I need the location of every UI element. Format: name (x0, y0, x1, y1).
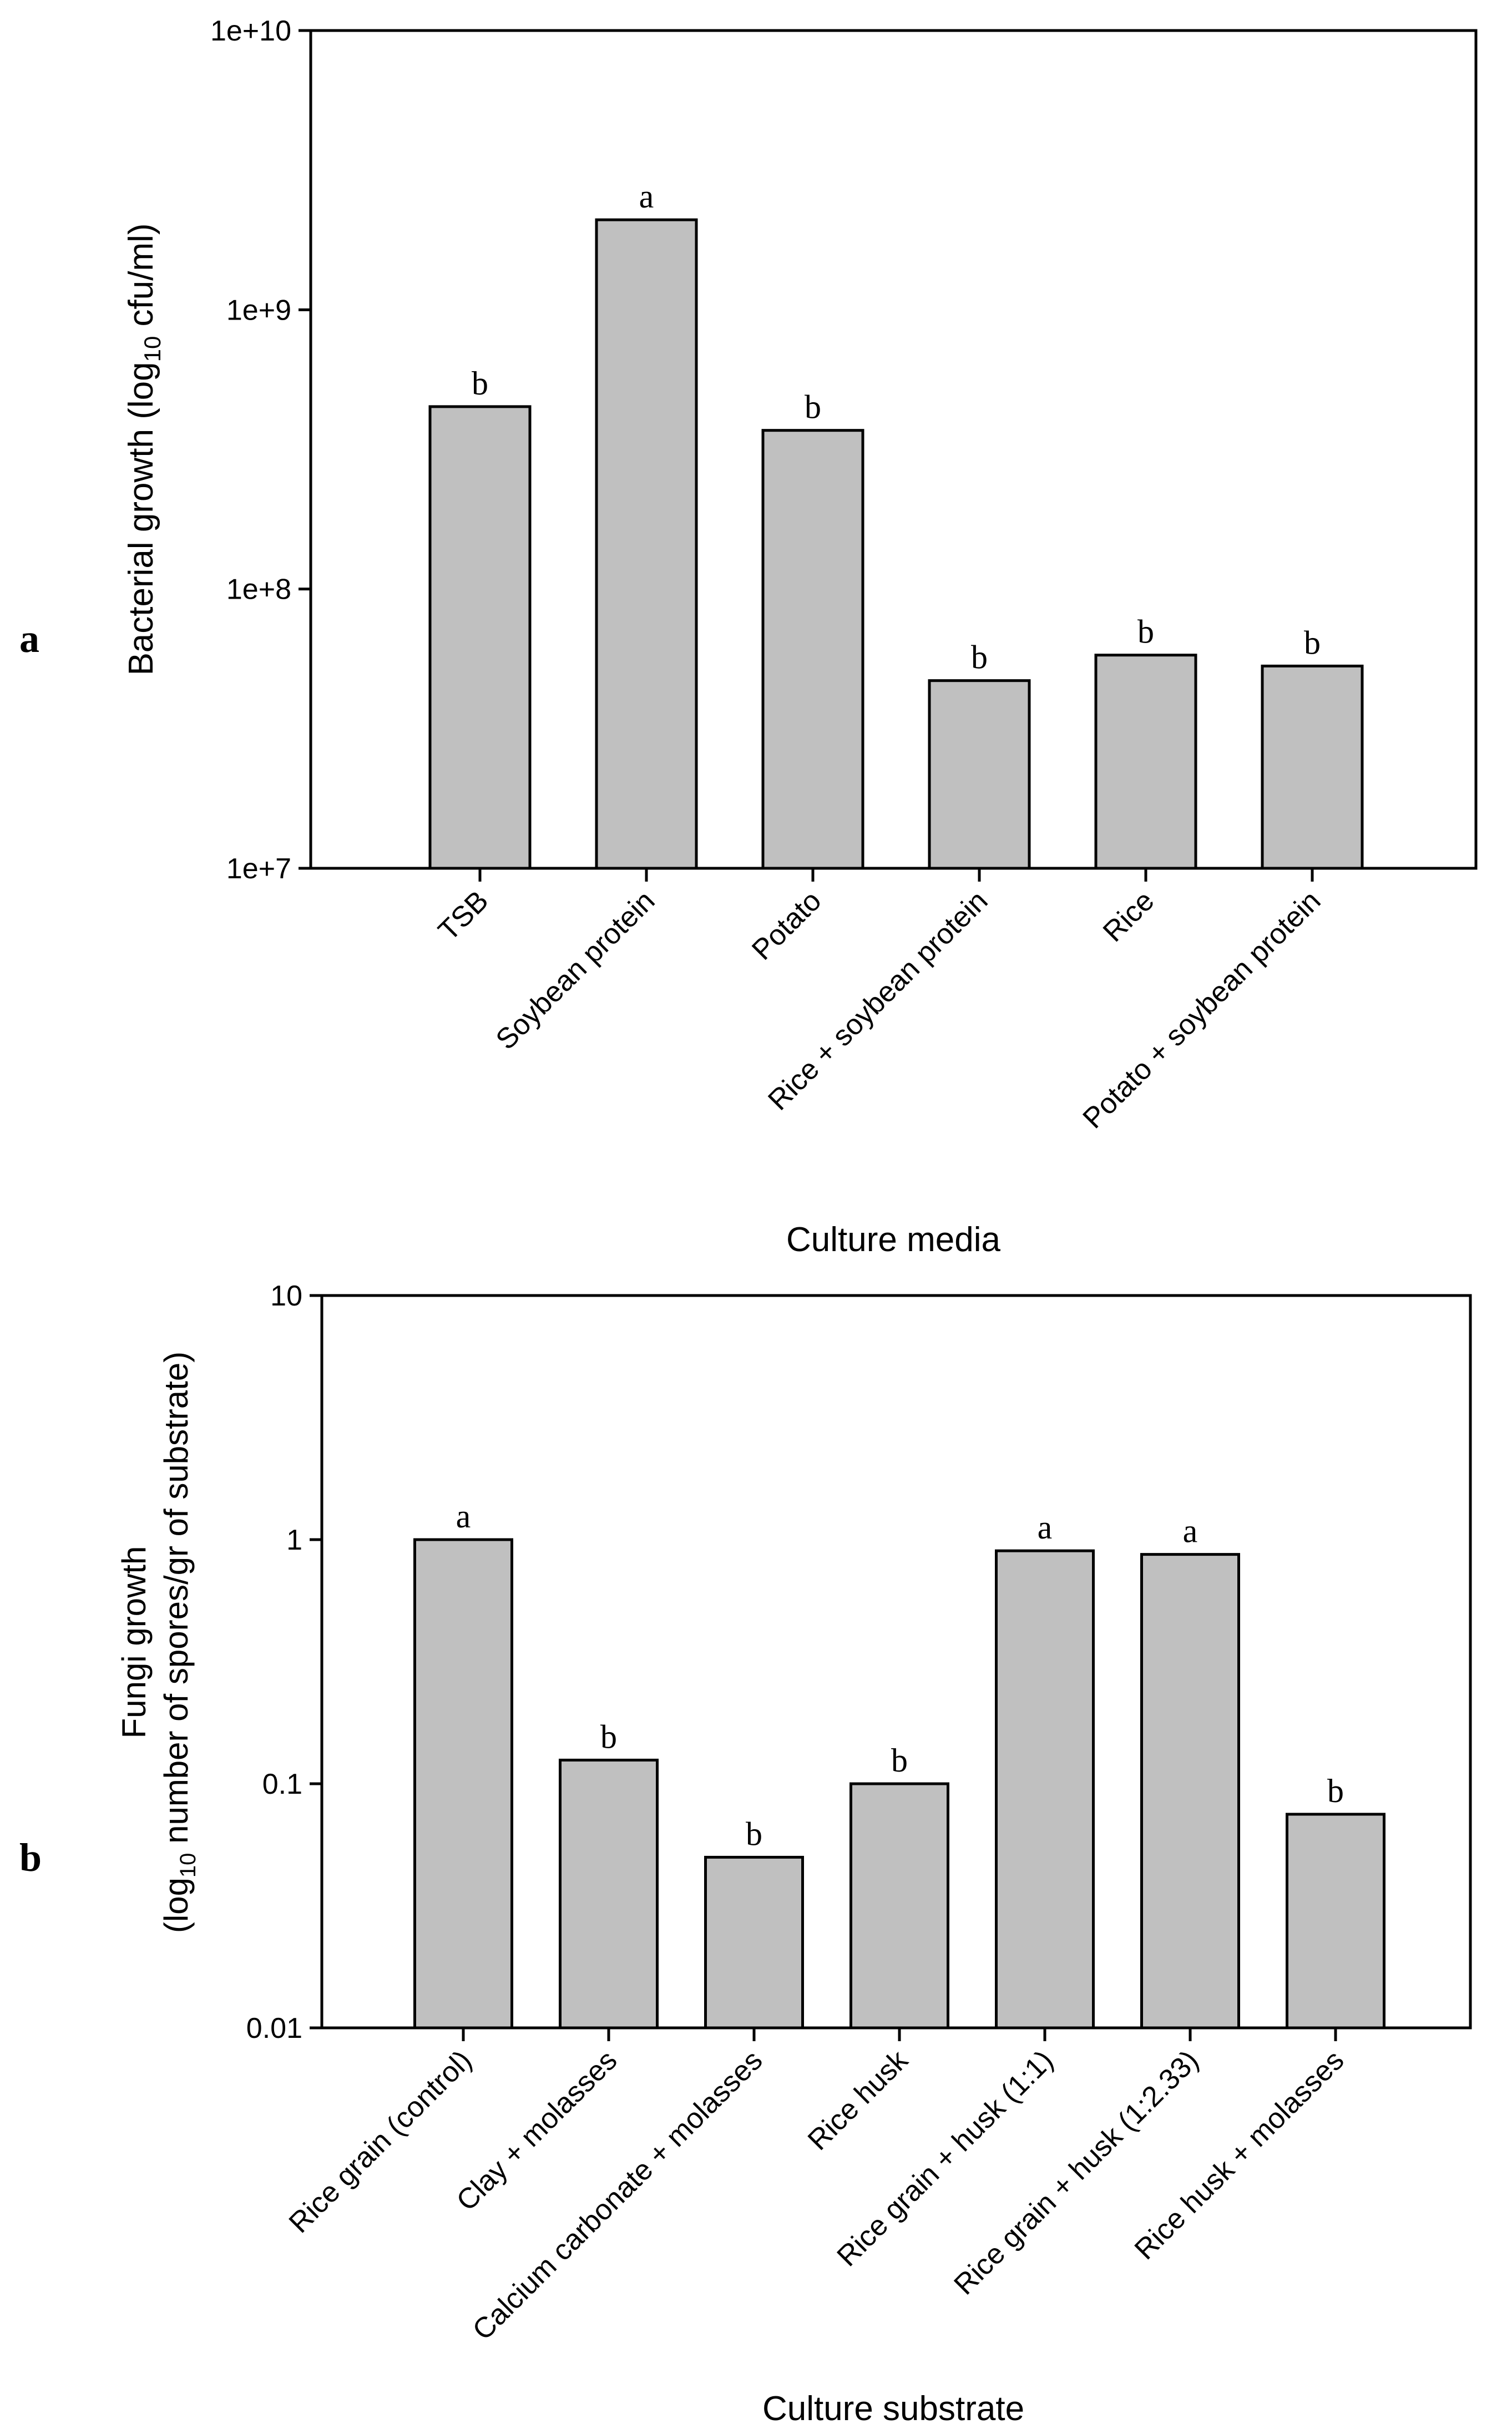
panel-a-significance-letter: b (1304, 624, 1321, 661)
panel-b-label: b (19, 1835, 42, 1880)
panel-a-bar (1261, 664, 1364, 870)
panel-b-significance-letter: b (600, 1718, 617, 1755)
panel-b-significance-letter: a (456, 1498, 471, 1535)
panel-a-bar (761, 429, 864, 870)
panel-a-y-axis: 1e+7 1e+8 1e+9 1e+10 (210, 15, 311, 885)
panel-a-y-tick-label: 1e+8 (226, 574, 291, 606)
panel-a-category-label: TSB (432, 884, 495, 947)
panel-b-y-axis: 0.01 0.1 1 10 (246, 1280, 322, 2045)
panel-b-bar (849, 1782, 949, 2030)
panel-a-y-tick-label: 1e+9 (226, 294, 291, 326)
panel-a-bar (428, 405, 532, 870)
panel-b-y-axis-title-line2: (log10 number of spores/gr of substrate) (158, 1352, 200, 1933)
panel-b-significance-letter: b (746, 1815, 762, 1852)
panel-b-category-label: Clay + molasses (451, 2044, 624, 2217)
panel-a-x-axis-title: Culture media (786, 1221, 1000, 1259)
panel-a-category-label: Soybean protein (490, 884, 661, 1056)
panel-a-significance-letter: b (971, 639, 988, 676)
panel-b-bar (559, 1758, 659, 2030)
panel-b-significance-letter: a (1183, 1513, 1198, 1550)
panel-a-significance-letter: b (805, 389, 821, 426)
panel-b-y-tick-label: 0.01 (246, 2012, 302, 2045)
panel-b-bar (1140, 1553, 1240, 2030)
panel-a-significance-letter: b (1137, 614, 1154, 650)
panel-b-category-label: Rice grain (control) (283, 2044, 478, 2239)
panel-a-significance-letter: a (639, 178, 654, 215)
panel-a-bars: b a b b b b (428, 178, 1364, 870)
panel-a-significance-letter: b (472, 365, 488, 402)
panel-b-y-axis-title-line1: Fungi growth (115, 1546, 153, 1739)
panel-b-bar (1286, 1813, 1385, 2030)
panel-a-y-axis-title: Bacterial growth (log10 cfu/ml) (122, 223, 165, 675)
panel-b-x-axis-title: Culture substrate (762, 2390, 1024, 2428)
panel-a-bar (928, 679, 1031, 870)
panel-a-plot-frame (309, 29, 1478, 870)
panel-b-y-tick-label: 10 (270, 1280, 302, 1312)
panel-b-bars: a b b b a a b (413, 1498, 1385, 2030)
panel-a-bar (1094, 654, 1197, 870)
panel-b-x-axis: Rice grain (control)Clay + molassesCalci… (283, 2028, 1350, 2346)
panel-b-bar (704, 1855, 804, 2030)
panel-b-category-label: Rice grain + husk (1:2.33) (948, 2044, 1205, 2301)
panel-a-category-label: Potato (746, 884, 827, 966)
panel-b-y-tick-label: 1 (286, 1524, 302, 1556)
panel-b-category-label: Calcium carbonate + molasses (467, 2044, 769, 2346)
panel-a-y-tick-label: 1e+10 (210, 15, 291, 47)
panel-b-category-label: Rice husk (802, 2044, 914, 2157)
panel-b-y-tick-label: 0.1 (262, 1768, 302, 1800)
panel-a-category-label: Rice (1097, 884, 1161, 948)
panel-b-fungi-growth-chart: b 0.01 0.1 1 10 a b b b a a b Rice grain (control… (19, 1280, 1472, 2428)
panel-b-significance-letter: b (891, 1742, 908, 1779)
panel-a-y-tick-label: 1e+7 (226, 853, 291, 885)
panel-b-significance-letter: b (1327, 1773, 1344, 1809)
panel-a-bar (595, 218, 698, 870)
panel-b-bar (413, 1538, 513, 2030)
panel-b-significance-letter: a (1038, 1509, 1053, 1546)
panel-a-label: a (19, 616, 39, 661)
panel-b-bar (995, 1549, 1095, 2030)
